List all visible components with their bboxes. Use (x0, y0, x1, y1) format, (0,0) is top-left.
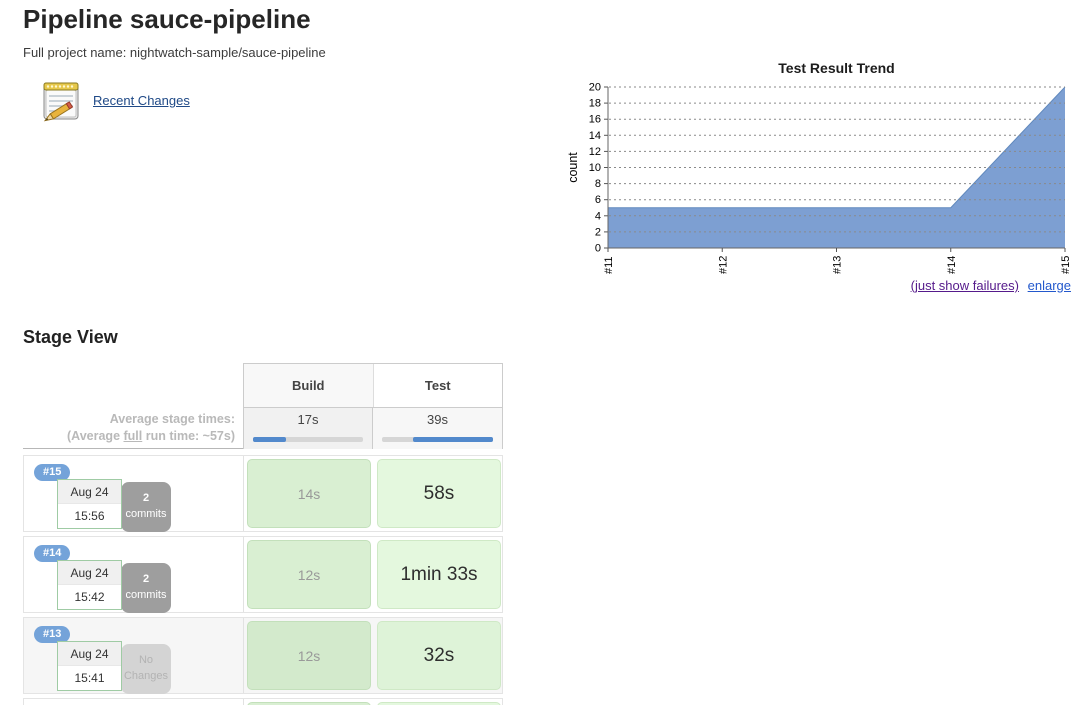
average-build-cell: 17s (243, 408, 373, 449)
build-number-badge[interactable]: #13 (34, 626, 71, 643)
run-datetime[interactable]: Aug 24 15:56 (57, 479, 122, 529)
chart-title: Test Result Trend (778, 60, 895, 76)
run-time: 15:56 (74, 509, 105, 523)
run-info-cell: #13 Aug 24 15:41 No Changes (24, 618, 244, 694)
full-project-name: Full project name: nightwatch-sample/sau… (23, 45, 326, 60)
run-datetime[interactable]: Aug 24 15:41 (57, 641, 122, 691)
run-date: Aug 24 (58, 561, 121, 585)
svg-text:14: 14 (589, 130, 601, 142)
run-date: Aug 24 (58, 480, 121, 504)
stage-cell-build[interactable]: 12s (247, 540, 371, 609)
column-header-test: Test (424, 378, 451, 393)
chart-links: (just show failures) enlarge (911, 278, 1071, 293)
average-build-time: 17s (297, 412, 319, 427)
svg-text:#13: #13 (832, 256, 844, 274)
run-row-14: #14 Aug 24 15:42 2 commits 12s 1min 33s (23, 536, 503, 613)
svg-text:0: 0 (595, 243, 601, 255)
build-number-badge[interactable]: #14 (34, 545, 71, 562)
average-times-row: Average stage times: (Average full run t… (23, 408, 503, 449)
average-times-label: Average stage times: (Average full run t… (66, 412, 235, 443)
svg-text:#14: #14 (946, 256, 958, 274)
run-row-12: #12 (23, 698, 503, 705)
stage-cell-build[interactable]: 12s (247, 621, 371, 690)
run-row-13: #13 Aug 24 15:41 No Changes 12s 32s (23, 617, 503, 694)
commits-badge[interactable]: 2 commits (121, 563, 171, 613)
recent-changes-link[interactable]: Recent Changes (93, 93, 190, 108)
recent-changes-row: Recent Changes (38, 80, 190, 127)
test-time-bar (382, 437, 493, 442)
svg-text:20: 20 (589, 82, 601, 94)
svg-text:#15: #15 (1060, 256, 1072, 274)
svg-text:12: 12 (589, 146, 601, 158)
average-test-cell: 39s (373, 408, 503, 449)
enlarge-link[interactable]: enlarge (1027, 278, 1071, 293)
svg-text:10: 10 (589, 162, 601, 174)
test-result-trend-chart: Test Result Trend 0 2 4 6 8 10 12 14 16 18 20 #11 #1… (565, 58, 1075, 298)
svg-text:16: 16 (589, 114, 601, 126)
run-row-15: #15 Aug 24 15:56 2 commits 14s 58s (23, 455, 503, 532)
run-datetime[interactable]: Aug 24 15:42 (57, 560, 122, 610)
column-header-build: Build (244, 364, 374, 407)
page-title: Pipeline sauce-pipeline (23, 4, 311, 34)
notepad-icon (38, 80, 84, 127)
average-test-time: 39s (427, 412, 448, 427)
run-info-cell: #14 Aug 24 15:42 2 commits (24, 537, 244, 613)
stage-cell-test[interactable]: 58s (377, 459, 501, 528)
svg-text:6: 6 (595, 194, 601, 206)
build-time-bar (253, 437, 363, 442)
svg-text:8: 8 (595, 178, 601, 190)
stage-cell-test[interactable]: 32s (377, 621, 501, 690)
no-changes-badge: No Changes (121, 644, 171, 694)
run-time: 15:42 (74, 590, 105, 604)
full-run-time-label: full (123, 429, 143, 443)
svg-text:4: 4 (595, 210, 601, 222)
stage-cell-build[interactable]: 14s (247, 459, 371, 528)
svg-text:18: 18 (589, 98, 601, 110)
svg-text:count: count (566, 152, 580, 183)
build-number-badge[interactable]: #15 (34, 464, 71, 481)
svg-text:#12: #12 (717, 256, 729, 274)
stage-view-table: Build Test Average stage times: (Average… (23, 363, 503, 705)
run-time: 15:41 (74, 671, 105, 685)
svg-text:#11: #11 (603, 256, 615, 274)
just-show-failures-link[interactable]: (just show failures) (910, 278, 1019, 293)
svg-text:2: 2 (595, 226, 601, 238)
run-date: Aug 24 (58, 642, 121, 666)
stage-columns-header: Build Test (243, 363, 503, 408)
stage-view-heading: Stage View (23, 327, 118, 347)
run-info-cell: #12 (24, 699, 244, 705)
trend-area-chart: 0 2 4 6 8 10 12 14 16 18 20 #11 #12 #13 #14 #15 count (566, 82, 1072, 275)
run-info-cell: #15 Aug 24 15:56 2 commits (24, 456, 244, 532)
commits-badge[interactable]: 2 commits (121, 482, 171, 532)
stage-cell-test[interactable]: 1min 33s (377, 540, 501, 609)
